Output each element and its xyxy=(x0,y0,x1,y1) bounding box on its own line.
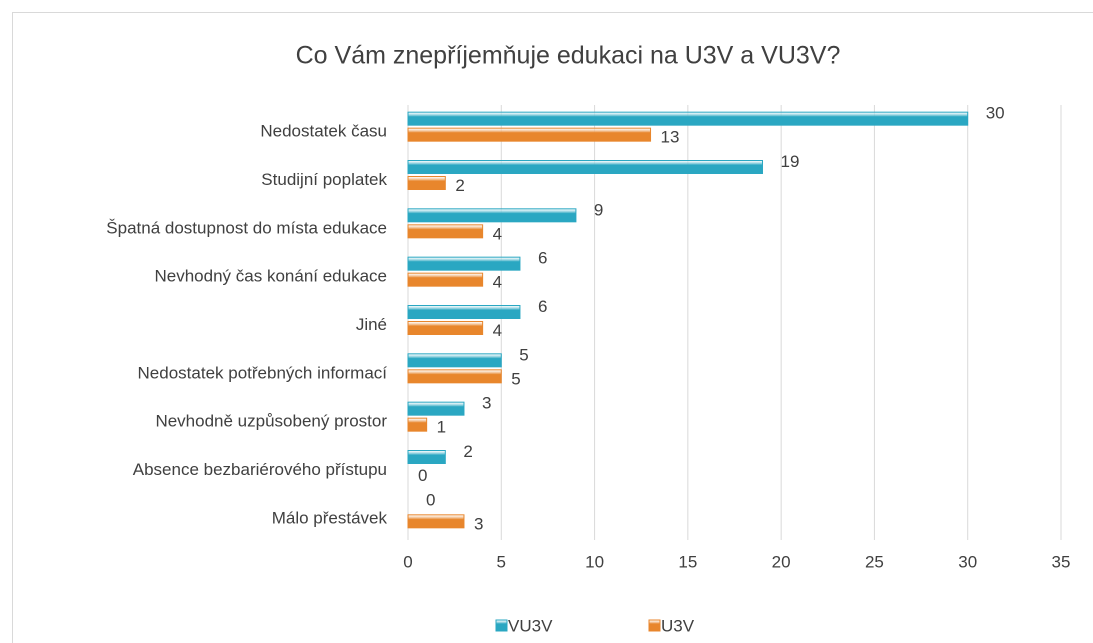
y-tick-label: Absence bezbariérového přístupu xyxy=(133,460,387,479)
bar xyxy=(407,450,446,464)
x-tick-label: 15 xyxy=(678,552,697,571)
data-label: 19 xyxy=(780,152,799,171)
y-tick-label: Nedostatek času xyxy=(260,122,387,141)
y-tick-label: Nedostatek potřebných informací xyxy=(138,363,388,382)
bar xyxy=(407,321,484,335)
x-tick-label: 20 xyxy=(772,552,791,571)
bar xyxy=(407,160,763,174)
data-label: 5 xyxy=(511,369,520,388)
data-label: 5 xyxy=(519,345,528,364)
x-tick-label: 25 xyxy=(865,552,884,571)
data-label: 3 xyxy=(482,394,491,413)
data-label: 2 xyxy=(455,176,464,195)
data-label: 30 xyxy=(986,104,1005,123)
legend-label: VU3V xyxy=(508,616,553,635)
bar xyxy=(407,224,484,239)
data-label: 13 xyxy=(661,128,680,147)
y-tick-label: Studijní poplatek xyxy=(261,170,387,189)
data-label: 0 xyxy=(418,466,427,485)
bar xyxy=(407,111,969,126)
bar xyxy=(407,272,484,287)
data-label: 6 xyxy=(538,297,547,316)
bar xyxy=(407,256,521,271)
data-label: 2 xyxy=(463,442,472,461)
data-label: 4 xyxy=(493,224,502,243)
chart-title: Co Vám znepříjemňuje edukaci na U3V a VU… xyxy=(296,42,841,70)
x-tick-label: 30 xyxy=(958,552,977,571)
y-tick-label: Jiné xyxy=(356,315,387,334)
bar xyxy=(407,176,446,190)
bar xyxy=(407,208,577,223)
bar xyxy=(407,417,428,432)
data-label: 9 xyxy=(594,200,603,219)
bar xyxy=(407,127,652,142)
y-tick-label: Málo přestávek xyxy=(272,508,388,527)
bar xyxy=(407,514,465,529)
x-tick-label: 10 xyxy=(585,552,604,571)
chart-border xyxy=(12,12,1093,643)
legend-label: U3V xyxy=(661,616,695,635)
y-tick-label: Nevhodný čas konání edukace xyxy=(155,267,388,286)
x-tick-label: 0 xyxy=(403,552,412,571)
bar xyxy=(407,353,502,368)
data-label: 4 xyxy=(493,321,502,340)
legend-marker xyxy=(495,619,508,632)
data-label: 1 xyxy=(437,418,446,437)
bar xyxy=(407,305,521,319)
data-label: 6 xyxy=(538,249,547,268)
data-label: 0 xyxy=(426,490,435,509)
x-tick-label: 5 xyxy=(497,552,506,571)
bar xyxy=(407,401,465,416)
legend-marker xyxy=(648,619,661,632)
x-tick-label: 35 xyxy=(1052,552,1071,571)
data-label: 3 xyxy=(474,514,483,533)
data-label: 4 xyxy=(493,273,502,292)
y-tick-label: Špatná dostupnost do místa edukace xyxy=(106,218,387,237)
bar xyxy=(407,369,502,384)
y-tick-label: Nevhodně uzpůsobený prostor xyxy=(155,412,387,431)
